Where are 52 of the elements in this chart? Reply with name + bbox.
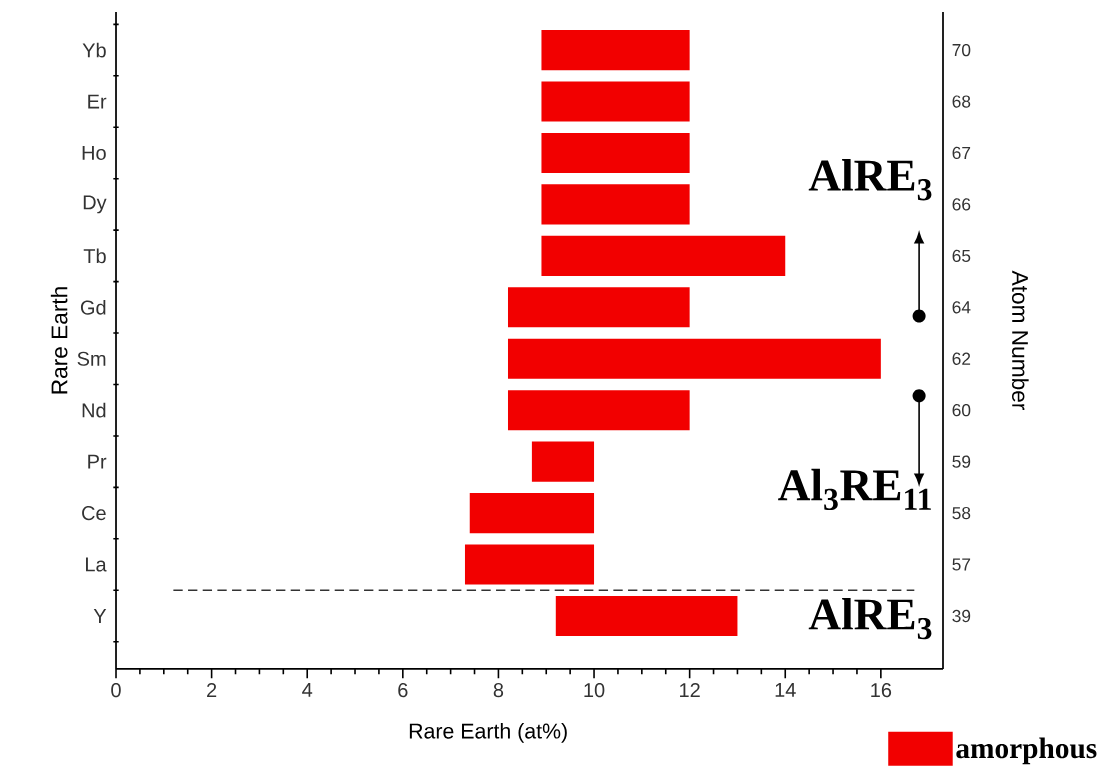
annotation: AlRE$_{3}$ xyxy=(808,597,932,640)
text: 62 xyxy=(952,352,971,365)
bar xyxy=(541,81,690,122)
y-tick-label: Tb xyxy=(83,248,106,264)
bar xyxy=(541,184,690,225)
x-tick-label: 16 xyxy=(871,683,892,698)
text: 66 xyxy=(952,198,971,211)
text: 70 xyxy=(952,43,971,57)
y2-axis-title: Atom Number xyxy=(1012,270,1029,410)
y-tick-label: Dy xyxy=(83,195,107,214)
text: 58 xyxy=(952,506,971,520)
bar xyxy=(541,30,690,71)
y-tick-label: Yb xyxy=(82,42,106,58)
bar xyxy=(541,235,786,276)
y-axis-title: Rare Earth xyxy=(50,287,68,394)
y-tick-label: Ho xyxy=(82,145,106,160)
text: 39 xyxy=(952,609,971,623)
y-tick-label: Pr xyxy=(88,454,107,469)
y-tick-label: Sm xyxy=(77,351,106,366)
bar xyxy=(464,544,595,585)
y-tick-label: La xyxy=(86,557,107,572)
text: 67 xyxy=(952,146,971,160)
annotation: AlRE$_{3}$ xyxy=(808,159,932,201)
y-tick-label: Ce xyxy=(82,506,106,521)
text: 64 xyxy=(952,301,971,314)
y-tick-label: Er xyxy=(88,94,107,109)
x-tick-label: 2 xyxy=(207,683,217,697)
y-tick-label: Y xyxy=(93,609,107,623)
x-tick-label: 4 xyxy=(302,683,313,697)
x-tick-label: 14 xyxy=(775,683,796,697)
x-tick-label: 10 xyxy=(584,683,605,698)
annotation: Al$_{3}$RE$_{11}$ xyxy=(778,468,931,511)
x-tick-label: 0 xyxy=(111,683,121,698)
bar xyxy=(507,287,690,328)
text: 59 xyxy=(952,455,971,468)
text: 65 xyxy=(952,249,971,262)
legend-label: amorphous xyxy=(956,737,1097,765)
text: 68 xyxy=(952,95,971,108)
bar xyxy=(531,441,595,482)
y-tick-label: Gd xyxy=(80,299,106,315)
text: 60 xyxy=(952,404,971,417)
bar xyxy=(555,595,738,637)
x-axis-title: Rare Earth (at%) xyxy=(409,722,567,743)
bar xyxy=(541,132,690,174)
bar xyxy=(469,493,595,534)
bar xyxy=(507,390,690,431)
x-tick-label: 6 xyxy=(398,683,408,698)
text: 57 xyxy=(952,558,971,571)
x-tick-label: 8 xyxy=(493,683,504,698)
bar xyxy=(507,338,881,379)
y-tick-label: Nd xyxy=(82,402,106,418)
x-tick-label: 12 xyxy=(680,683,700,697)
